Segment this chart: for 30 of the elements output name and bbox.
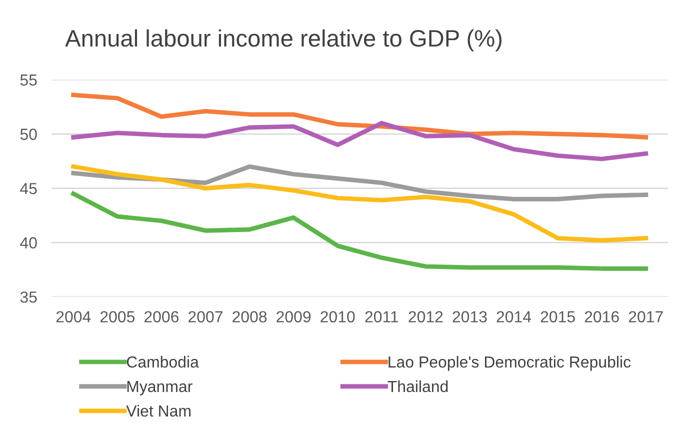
x-tick-label: 2010 bbox=[320, 311, 355, 322]
x-tick-label: 2004 bbox=[56, 311, 91, 322]
y-tick-label: 55 bbox=[20, 74, 37, 86]
line-series bbox=[71, 191, 648, 271]
x-tick-label: 2015 bbox=[540, 311, 575, 322]
y-tick-label: 35 bbox=[20, 291, 37, 303]
y-tick-label: 40 bbox=[20, 237, 37, 248]
legend-label: Cambodia bbox=[126, 356, 199, 368]
x-tick-label: 2007 bbox=[188, 311, 222, 322]
line-series bbox=[71, 120, 648, 162]
line-series bbox=[71, 92, 648, 140]
x-tick-label: 2005 bbox=[100, 311, 135, 322]
x-tick-label: 2012 bbox=[408, 311, 443, 322]
x-tick-label: 2009 bbox=[276, 311, 311, 322]
x-tick-label: 2017 bbox=[628, 311, 663, 322]
x-tick-label: 2008 bbox=[232, 311, 267, 322]
x-tick-label: 2014 bbox=[496, 311, 532, 322]
x-tick-label: 2013 bbox=[452, 311, 487, 322]
line-series bbox=[71, 164, 648, 202]
x-tick-label: 2011 bbox=[365, 311, 398, 322]
chart-title: Annual labour income relative to GDP (%) bbox=[65, 29, 502, 52]
x-tick-label: 2016 bbox=[584, 311, 619, 322]
x-tick-label: 2006 bbox=[144, 311, 179, 322]
y-tick-label: 50 bbox=[20, 128, 37, 140]
line-series bbox=[71, 164, 648, 243]
legend-label: Thailand bbox=[388, 380, 448, 392]
legend-label: Myanmar bbox=[127, 380, 192, 396]
legend-label: Viet Nam bbox=[126, 404, 190, 417]
legend-label: Lao People's Democratic Republic bbox=[388, 356, 631, 371]
y-tick-label: 45 bbox=[20, 183, 37, 194]
